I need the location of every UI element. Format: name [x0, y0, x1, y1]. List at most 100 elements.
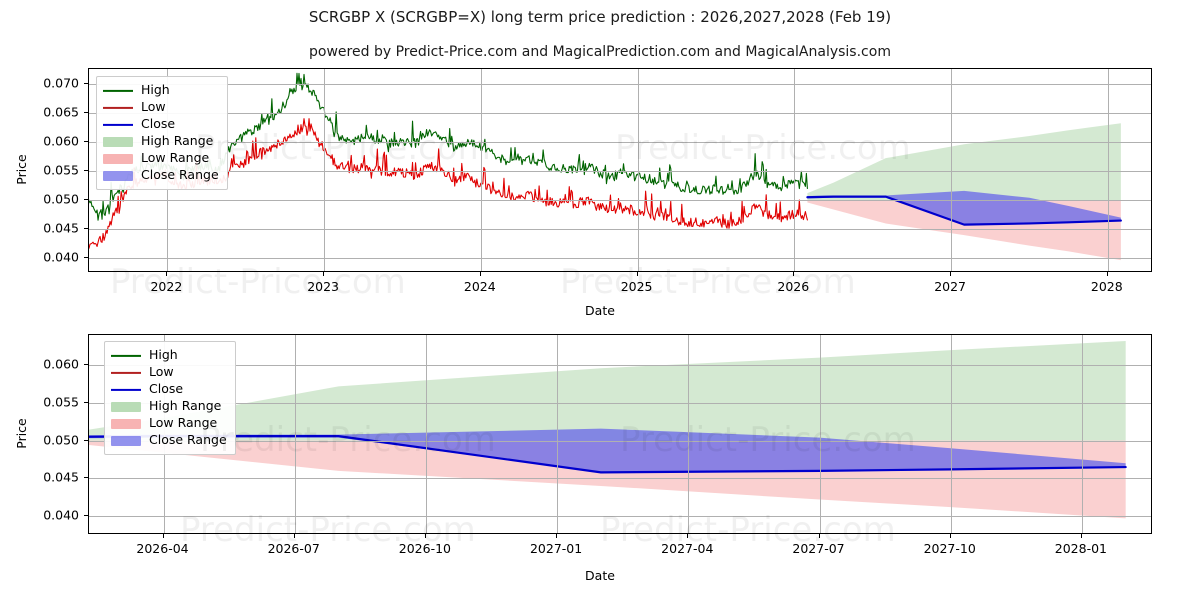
legend-item-label: Close Range: [149, 432, 227, 448]
page-title: SCRGBP X (SCRGBP=X) long term price pred…: [308, 8, 892, 26]
gridline-horizontal: [89, 112, 1151, 114]
legend-patch-swatch: [103, 152, 133, 166]
band-high-range: [89, 341, 1126, 441]
y-axis-tick-label: 0.045: [43, 469, 79, 485]
y-axis-tick-label: 0.065: [43, 104, 79, 120]
legend-item-label: Close: [141, 116, 176, 132]
gridline-horizontal: [89, 141, 1151, 143]
y-axis-tick-label: 0.040: [43, 507, 79, 523]
legend-item-label: High Range: [149, 398, 222, 414]
legend-item-low-range[interactable]: Low Range: [103, 150, 219, 167]
gridline-horizontal: [89, 83, 1151, 85]
gridline-horizontal: [89, 229, 1151, 231]
legend-item-close-range[interactable]: Close Range: [103, 167, 219, 184]
legend-item-low-range[interactable]: Low Range: [111, 415, 227, 432]
y-axis-tick-mark: [84, 111, 88, 113]
y-axis-tick-label: 0.055: [43, 394, 79, 410]
gridline-vertical: [1107, 69, 1109, 271]
bottom-legend: High Low Close High Range Low Range Close Ran…: [104, 341, 236, 455]
x-axis-tick-label: 2025: [620, 279, 653, 294]
bottom-plot-area: [88, 334, 1152, 534]
legend-line-swatch: [103, 118, 133, 132]
y-axis-tick-label: 0.060: [43, 356, 79, 372]
x-axis-tick-label: 2027-01: [529, 541, 583, 556]
x-axis-tick-label: 2026-04: [136, 541, 189, 556]
band-close-range: [807, 190, 1121, 225]
x-axis-tick-mark: [323, 272, 325, 276]
x-axis-tick-mark: [162, 534, 164, 538]
y-axis-tick-label: 0.040: [43, 249, 79, 265]
gridline-vertical: [480, 69, 482, 271]
x-axis-tick-label: 2024: [463, 279, 496, 294]
y-axis-tick-mark: [84, 515, 88, 517]
legend-patch-swatch: [111, 417, 141, 431]
x-axis-tick-mark: [1106, 272, 1108, 276]
series-line-close: [806, 195, 1122, 226]
x-axis-tick-mark: [950, 272, 952, 276]
gridline-horizontal: [89, 365, 1151, 367]
x-axis-tick-label: 2023: [307, 279, 339, 294]
legend-line-swatch: [103, 101, 133, 115]
top-x-axis-title: Date: [585, 303, 615, 318]
x-axis-tick-label: 2027: [934, 279, 966, 294]
legend-item-high[interactable]: High: [111, 347, 227, 364]
gridline-vertical: [951, 69, 953, 271]
x-axis-tick-label: 2026: [777, 279, 810, 294]
y-axis-tick-mark: [84, 364, 88, 366]
x-axis-tick-label: 2026-07: [267, 541, 320, 556]
gridline-horizontal: [89, 440, 1151, 442]
legend-item-close[interactable]: Close: [111, 381, 227, 398]
legend-item-label: Low: [149, 364, 174, 380]
top-legend: High Low Close High Range Low Range Close Ran…: [96, 76, 228, 190]
legend-item-low[interactable]: Low: [103, 99, 219, 116]
legend-line-swatch: [111, 366, 141, 380]
x-axis-tick-mark: [293, 534, 295, 538]
x-axis-tick-label: 2028-01: [1054, 541, 1108, 556]
x-axis-tick-mark: [793, 272, 795, 276]
legend-item-high-range[interactable]: High Range: [111, 398, 227, 415]
legend-line-swatch: [111, 349, 141, 363]
y-axis-tick-mark: [84, 140, 88, 142]
y-axis-tick-mark: [84, 401, 88, 403]
legend-item-high-range[interactable]: High Range: [103, 133, 219, 150]
x-axis-tick-mark: [1080, 534, 1082, 538]
y-axis-tick-label: 0.055: [43, 162, 79, 178]
legend-item-label: Low Range: [149, 415, 218, 431]
y-axis-tick-mark: [84, 439, 88, 441]
gridline-vertical: [637, 69, 639, 271]
x-axis-tick-mark: [556, 534, 558, 538]
band-close-range: [89, 428, 1126, 473]
legend-item-low[interactable]: Low: [111, 364, 227, 381]
legend-item-close[interactable]: Close: [103, 116, 219, 133]
legend-item-label: Close: [149, 381, 184, 397]
gridline-vertical: [294, 335, 296, 533]
x-axis-tick-mark: [424, 534, 426, 538]
x-axis-tick-mark: [687, 534, 689, 538]
gridline-horizontal: [89, 171, 1151, 172]
y-axis-tick-label: 0.045: [43, 220, 79, 236]
x-axis-tick-mark: [166, 272, 168, 276]
legend-item-close-range[interactable]: Close Range: [111, 432, 227, 449]
legend-item-high[interactable]: High: [103, 82, 219, 99]
x-axis-tick-mark: [818, 534, 820, 538]
y-axis-tick-mark: [84, 170, 88, 171]
gridline-horizontal: [89, 258, 1151, 260]
y-axis-tick-label: 0.070: [43, 75, 79, 91]
x-axis-tick-label: 2027-07: [792, 541, 845, 556]
y-axis-tick-mark: [84, 257, 88, 259]
legend-item-label: High: [141, 82, 170, 98]
legend-patch-swatch: [103, 169, 133, 183]
x-axis-tick-mark: [636, 272, 638, 276]
gridline-vertical: [324, 69, 326, 271]
gridline-horizontal: [89, 478, 1151, 480]
legend-item-label: Low Range: [141, 150, 210, 166]
x-axis-tick-label: 2028: [1090, 279, 1123, 294]
y-axis-tick-mark: [84, 477, 88, 479]
page-subtitle: powered by Predict-Price.com and Magical…: [309, 44, 891, 60]
y-axis-tick-label: 0.050: [43, 191, 79, 207]
bottom-y-axis-title: Price: [13, 418, 29, 449]
legend-item-label: High: [149, 347, 178, 363]
gridline-horizontal: [89, 200, 1151, 202]
legend-patch-swatch: [111, 434, 141, 448]
x-axis-tick-label: 2027-10: [923, 541, 976, 556]
